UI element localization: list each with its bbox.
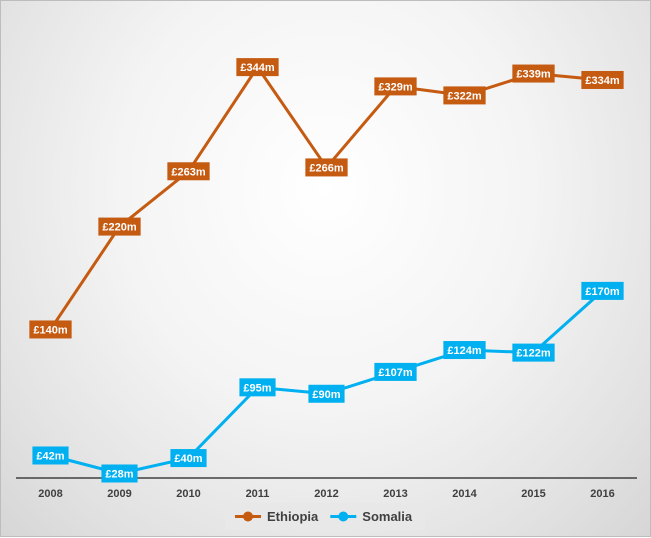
data-label-somalia: £124m [443,341,486,360]
series-ethiopia [42,59,611,338]
data-label-somalia: £170m [581,281,624,300]
data-label-text: £263m [171,166,205,178]
data-label-box [32,446,69,465]
data-label-box [170,449,207,468]
x-axis: 2008 2009 2010 2011 2012 2013 2014 2015 2016 [16,477,637,500]
x-tick-label: 2010 [176,488,200,500]
series-somalia [42,283,611,482]
series-layer [42,59,611,482]
data-label-text: £122m [516,348,550,360]
data-label-text: £107m [378,367,412,379]
legend-label: Ethiopia [267,509,319,524]
data-label-text: £42m [36,450,64,462]
data-label-somalia: £90m [308,384,345,403]
data-label-ethiopia: £220m [98,217,141,236]
data-label-text: £170m [585,286,619,298]
data-label-box [101,464,138,483]
data-label-box [581,70,624,89]
legend-item-somalia: Somalia [330,509,413,524]
data-label-somalia: £40m [170,449,207,468]
legend-marker [243,511,253,522]
data-label-box [512,343,555,362]
data-label-text: £266m [309,162,343,174]
data-label-box [512,64,555,83]
x-tick-label: 2016 [590,488,614,500]
data-label-text: £28m [105,468,133,480]
data-label-text: £339m [516,69,550,81]
data-label-text: £344m [240,62,274,74]
data-label-ethiopia: £344m [236,58,279,77]
data-label-box [308,384,345,403]
x-tick-label: 2012 [314,488,338,500]
data-label-box [236,58,279,77]
data-label-box [581,281,624,300]
legend-label: Somalia [362,509,413,524]
data-label-text: £220m [102,222,136,234]
data-label-somalia: £28m [101,464,138,483]
legend: Ethiopia Somalia [225,503,425,530]
data-label-text: £40m [174,453,202,465]
data-label-ethiopia: £339m [512,64,555,83]
data-label-box [239,378,276,397]
data-labels: £140m £220m £263m £344m £266m £329m £322m £339m… [29,58,624,483]
data-label-ethiopia: £266m [305,158,348,177]
data-label-somalia: £122m [512,343,555,362]
data-label-somalia: £42m [32,446,69,465]
x-tick-label: 2013 [383,488,407,500]
data-label-box [443,86,486,105]
data-label-ethiopia: £334m [581,70,624,89]
series-line-ethiopia [49,65,603,331]
x-tick-label: 2011 [246,488,270,500]
data-label-box [374,362,417,381]
data-label-box [98,217,141,236]
data-label-somalia: £95m [239,378,276,397]
data-label-ethiopia: £322m [443,86,486,105]
data-label-box [374,77,417,96]
data-label-text: £124m [447,345,481,357]
data-label-box [29,320,72,339]
data-label-ethiopia: £140m [29,320,72,339]
x-tick-label: 2009 [107,488,131,500]
legend-marker [338,511,349,522]
data-label-text: £90m [312,389,340,401]
data-label-text: £140m [33,324,67,336]
x-tick-label: 2008 [38,488,62,500]
data-label-text: £334m [585,75,619,87]
series-line-somalia [50,289,604,475]
data-label-box [443,341,486,360]
data-label-text: £329m [378,81,412,93]
legend-item-ethiopia: Ethiopia [235,509,319,524]
data-label-ethiopia: £329m [374,77,417,96]
x-tick-label: 2014 [452,488,477,500]
data-label-box [167,162,210,181]
data-label-ethiopia: £263m [167,162,210,181]
data-label-text: £322m [447,90,481,102]
data-label-somalia: £107m [374,362,417,381]
x-tick-label: 2015 [521,488,545,500]
data-label-box [305,158,348,177]
data-label-text: £95m [243,382,271,394]
